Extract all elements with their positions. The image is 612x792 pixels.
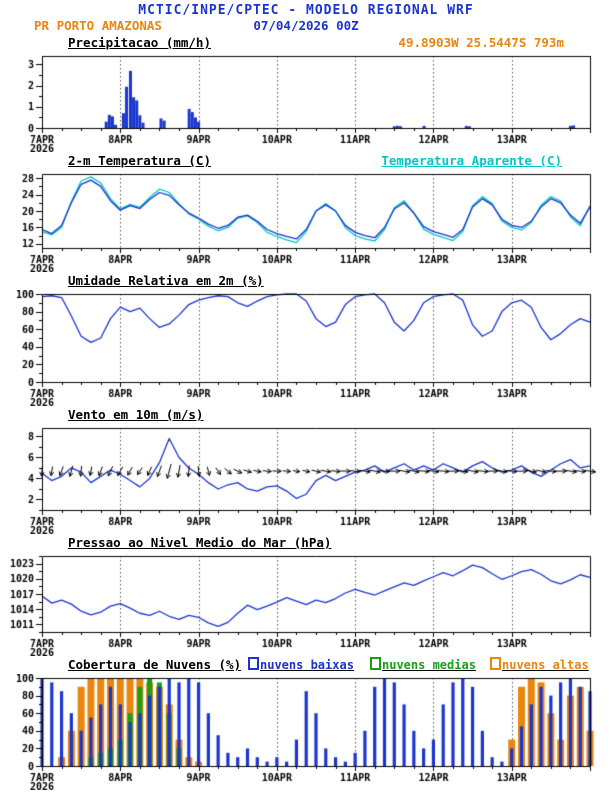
station-label: PR PORTO AMAZONAS (34, 18, 162, 33)
temperature-chart (0, 170, 612, 272)
pressure-head: Pressao ao Nivel Medio do Mar (hPa) (0, 534, 612, 552)
panel-temperature: 2-m Temperatura (C) Temperatura Aparente… (0, 152, 612, 272)
temperature-head: 2-m Temperatura (C) Temperatura Aparente… (0, 152, 612, 170)
humidity-chart (0, 290, 612, 406)
temperature-title: 2-m Temperatura (C) (68, 153, 211, 168)
clouds-chart (0, 674, 612, 790)
model-run-label: 07/04/2026 00Z (253, 18, 359, 33)
high-clouds-swatch-icon (490, 657, 501, 670)
mid-clouds-label: nuvens medias (382, 658, 476, 672)
clouds-title: Cobertura de Nuvens (%) (68, 657, 242, 672)
header-subline: PR PORTO AMAZONAS 07/04/2026 00Z (0, 18, 612, 34)
clouds-head: Cobertura de Nuvens (%) nuvens baixas nu… (0, 656, 612, 674)
legend-nuvens-medias: nuvens medias (370, 657, 476, 672)
mid-clouds-swatch-icon (370, 657, 381, 670)
legend-nuvens-baixas: nuvens baixas (248, 657, 354, 672)
precipitation-title: Precipitacao (mm/h) (68, 35, 211, 50)
panel-pressure: Pressao ao Nivel Medio do Mar (hPa) (0, 534, 612, 656)
wind-head: Vento em 10m (m/s) (0, 406, 612, 424)
pressure-title: Pressao ao Nivel Medio do Mar (hPa) (68, 535, 332, 550)
apparent-temperature-label: Temperatura Aparente (C) (381, 153, 562, 168)
panel-clouds: Cobertura de Nuvens (%) nuvens baixas nu… (0, 656, 612, 790)
pressure-chart (0, 552, 612, 656)
humidity-title: Umidade Relativa em 2m (%) (68, 273, 264, 288)
humidity-head: Umidade Relativa em 2m (%) (0, 272, 612, 290)
panel-precipitation: Precipitacao (mm/h) 49.8903W 25.5447S 79… (0, 34, 612, 152)
wind-title: Vento em 10m (m/s) (68, 407, 204, 422)
panel-wind: Vento em 10m (m/s) (0, 406, 612, 534)
location-label: 49.8903W 25.5447S 793m (398, 35, 564, 50)
legend-nuvens-altas: nuvens altas (490, 657, 589, 672)
low-clouds-label: nuvens baixas (260, 658, 354, 672)
precipitation-chart (0, 52, 612, 152)
precipitation-head: Precipitacao (mm/h) 49.8903W 25.5447S 79… (0, 34, 612, 52)
wind-chart (0, 424, 612, 534)
panel-humidity: Umidade Relativa em 2m (%) (0, 272, 612, 406)
high-clouds-label: nuvens altas (502, 658, 589, 672)
page-title: MCTIC/INPE/CPTEC - MODELO REGIONAL WRF (138, 3, 474, 18)
low-clouds-swatch-icon (248, 657, 259, 670)
